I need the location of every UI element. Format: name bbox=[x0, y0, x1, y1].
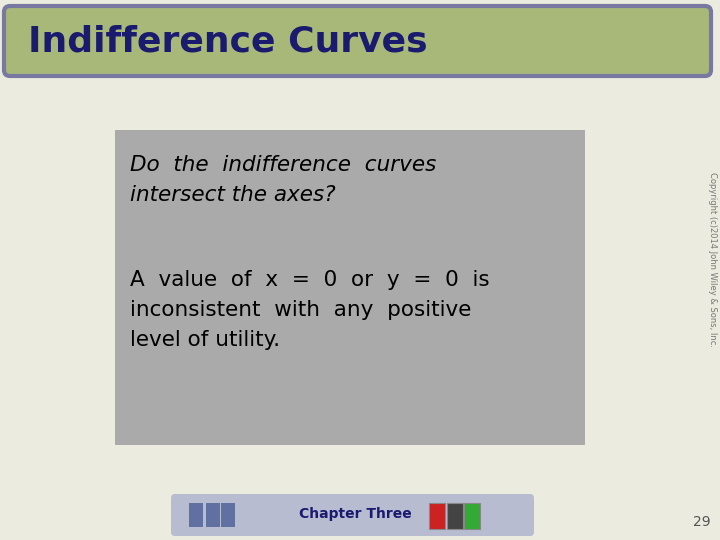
Text: intersect the axes?: intersect the axes? bbox=[130, 185, 336, 205]
Text: level of utility.: level of utility. bbox=[130, 330, 280, 350]
Text: A  value  of  x  =  0  or  y  =  0  is: A value of x = 0 or y = 0 is bbox=[130, 270, 490, 290]
Text: Copyright (c)2014 John Wiley & Sons, Inc.: Copyright (c)2014 John Wiley & Sons, Inc… bbox=[708, 172, 716, 348]
FancyBboxPatch shape bbox=[171, 494, 534, 536]
FancyBboxPatch shape bbox=[115, 130, 585, 445]
FancyBboxPatch shape bbox=[447, 503, 463, 529]
FancyBboxPatch shape bbox=[189, 503, 203, 527]
FancyBboxPatch shape bbox=[221, 503, 235, 527]
FancyBboxPatch shape bbox=[4, 6, 711, 76]
Text: Do  the  indifference  curves: Do the indifference curves bbox=[130, 155, 436, 175]
Text: inconsistent  with  any  positive: inconsistent with any positive bbox=[130, 300, 472, 320]
Text: Chapter Three: Chapter Three bbox=[299, 507, 411, 521]
Text: 29: 29 bbox=[693, 515, 711, 529]
FancyBboxPatch shape bbox=[429, 503, 445, 529]
Text: Indifference Curves: Indifference Curves bbox=[28, 24, 428, 58]
FancyBboxPatch shape bbox=[206, 503, 220, 527]
FancyBboxPatch shape bbox=[464, 503, 480, 529]
